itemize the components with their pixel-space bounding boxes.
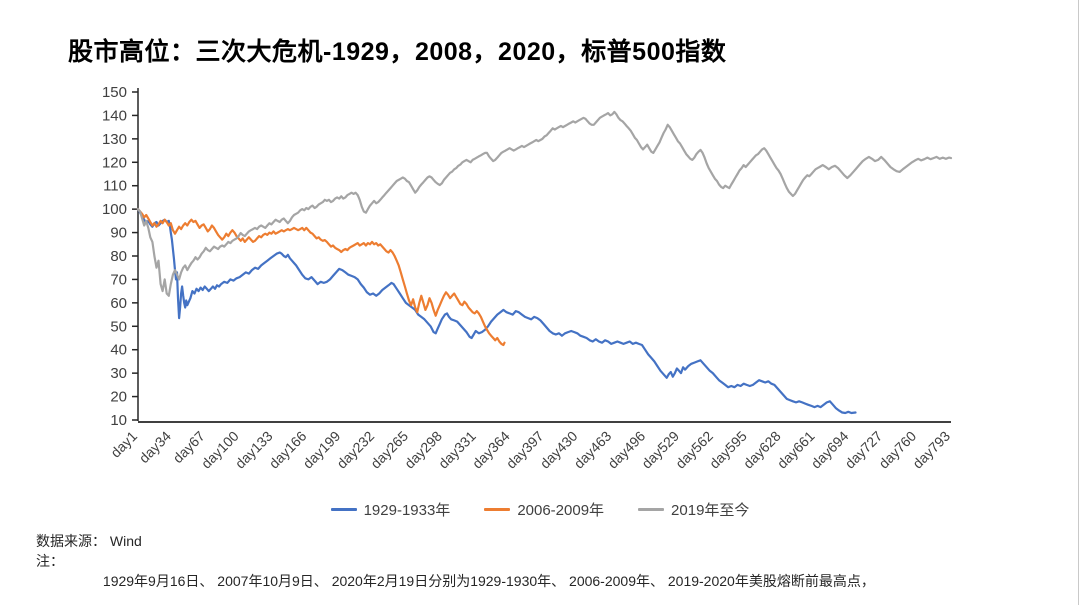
page-title: 股市高位：三次大危机-1929，2008，2020，标普500指数 (68, 38, 727, 66)
footnote: 注： 1929年9月16日、 2007年10月9日、 2020年2月19日分别为… (36, 551, 875, 605)
legend-swatch (330, 508, 357, 511)
svg-text:140: 140 (102, 107, 127, 124)
svg-text:10: 10 (110, 412, 127, 429)
chart-footer: 数据来源： Wind 注： 1929年9月16日、 2007年10月9日、 20… (36, 531, 875, 605)
svg-text:120: 120 (102, 154, 127, 171)
sp500-crisis-chart: 102030405060708090100110120130140150day1… (102, 84, 953, 472)
svg-text:150: 150 (102, 84, 127, 101)
footnote-label: 注： (36, 553, 72, 570)
legend-swatch (484, 508, 511, 511)
legend-item-2019-now: 2019年至今 (638, 499, 749, 520)
svg-text:70: 70 (110, 271, 127, 288)
svg-text:30: 30 (110, 365, 127, 382)
svg-text:80: 80 (110, 248, 127, 265)
svg-text:110: 110 (103, 178, 127, 195)
svg-text:100: 100 (102, 201, 127, 218)
legend-label-1929-1933: 1929-1933年 (363, 502, 451, 519)
legend-label-2006-2009: 2006-2009年 (517, 502, 605, 519)
svg-text:day34: day34 (136, 428, 174, 466)
chart-legend: 1929-1933年 2006-2009年 2019年至今 (0, 499, 1080, 520)
svg-text:day793: day793 (909, 428, 953, 472)
legend-item-1929-1933: 1929-1933年 (330, 499, 451, 520)
svg-text:50: 50 (110, 318, 127, 335)
svg-text:40: 40 (110, 342, 127, 359)
legend-label-2019-now: 2019年至今 (671, 502, 750, 519)
svg-text:90: 90 (110, 225, 127, 242)
footnote-text: 1929年9月16日、 2007年10月9日、 2020年2月19日分别为192… (72, 551, 875, 605)
svg-text:20: 20 (110, 389, 127, 406)
footnote-line1: 1929年9月16日、 2007年10月9日、 2020年2月19日分别为192… (102, 573, 875, 590)
svg-text:60: 60 (110, 295, 127, 312)
legend-swatch (638, 508, 665, 511)
data-source-line: 数据来源： Wind (36, 533, 142, 549)
page-right-border (1078, 0, 1079, 605)
legend-item-2006-2009: 2006-2009年 (484, 499, 604, 520)
svg-text:130: 130 (102, 131, 127, 148)
